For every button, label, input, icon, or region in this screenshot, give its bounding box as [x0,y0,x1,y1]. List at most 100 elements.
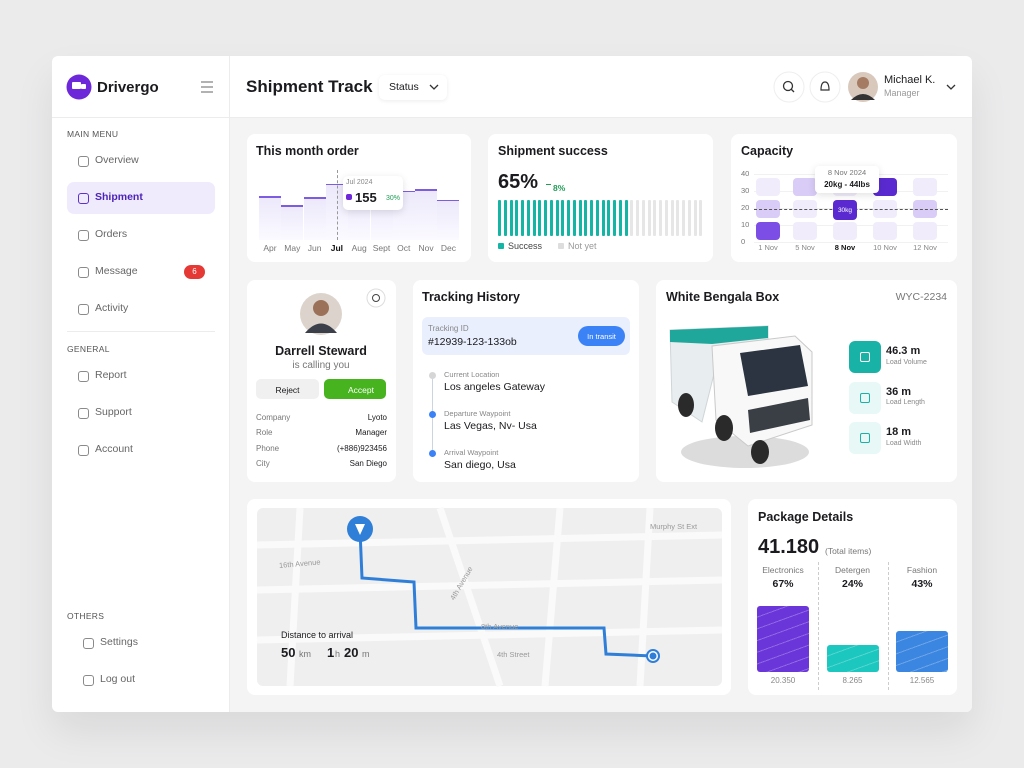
tooltip-change: 30% [386,194,401,202]
tooltip-date: 8 Nov 2024 [827,168,867,178]
tooltip-period: Jul 2024 [346,178,373,186]
y-tick-label: 0 [741,237,746,247]
month-label: Sept [372,242,391,253]
category-label: Fashion [906,564,938,575]
accept-button [324,379,386,399]
accept-label[interactable]: Accept [348,384,374,395]
heat-cell [873,178,897,196]
badge: 6 [192,267,197,277]
success-bar [607,200,611,236]
package-total: 41.180 [758,535,820,558]
menu-icon [78,304,89,315]
menu-item[interactable]: Support [95,406,132,419]
caller-status: is calling you [292,359,350,371]
heat-cell [793,222,817,240]
tooltip [343,176,403,210]
category-share: 24% [841,578,864,591]
count-label: 12.565 [909,676,935,686]
step-line [392,190,415,193]
card-title: Package Details [758,510,854,525]
success-bar [498,200,501,236]
step-place: Los angeles Gateway [444,381,545,394]
plate: WYC-2234 [895,291,947,304]
grid-line [754,242,948,243]
pending-bar [687,200,691,236]
column-divider [888,562,889,690]
timeline-dot [429,411,436,418]
heat-cell [913,178,937,196]
column-fill [437,200,460,240]
detail-label: Phone [256,443,280,453]
unit: km [299,649,311,660]
pending-bar [636,200,639,236]
section-title: OTHERS [67,610,105,621]
card-title: This month order [256,144,359,159]
month-label: Aug [351,242,367,253]
column-fill [281,205,304,240]
success-bar [538,200,542,236]
detail-label: Company [256,413,291,423]
badge-bg [833,200,857,220]
caller-name: Darrell Steward [275,344,367,359]
active-item-bg [67,182,215,214]
distance-minutes: 20 [344,644,359,660]
reject-label[interactable]: Reject [275,384,300,395]
step-line [259,196,281,198]
package-bar [757,606,809,672]
menu-item[interactable]: Orders [95,228,128,241]
menu-icon [78,408,89,419]
package-bar [826,645,879,672]
success-bar [544,200,547,236]
user-name: Michael K. [884,74,936,87]
step-line [303,197,326,199]
heat-cell [833,222,857,240]
month-label: Apr [263,242,277,253]
spec-label: Load Volume [886,358,927,366]
menu-icon [78,230,89,241]
menu-item[interactable]: Overview [95,154,139,167]
menu-item[interactable]: Activity [95,302,129,315]
detail-label: City [256,458,270,468]
highlight-line [336,170,338,240]
category-share: 67% [772,578,794,591]
pending-bar [676,200,680,236]
spec-glyph [860,392,870,403]
pending-bar [682,200,685,236]
menu-item[interactable]: Settings [100,636,138,649]
pending-bar [664,200,668,236]
menu-item[interactable]: Log out [100,673,136,686]
tracking-id-label: Tracking ID [428,324,469,334]
menu-item[interactable]: Report [95,369,127,382]
reject-button [256,379,319,399]
legend-label: Success [508,241,543,252]
menu-item[interactable]: Account [95,443,133,456]
street-label: 16th Avenue [278,557,321,571]
detail-value: (+886)923456 [336,443,387,453]
header-divider [52,117,972,118]
menu-item[interactable]: Shipment [95,191,143,204]
street-label: 4th Avenue [448,565,475,603]
legend-label: Not yet [568,241,597,252]
user-role: Manager [884,88,920,99]
menu-icon [83,675,94,686]
success-bar [624,200,628,236]
menu-item[interactable]: Message [95,265,138,278]
month-label: May [284,242,301,253]
package-bar [896,631,948,672]
column-fill [370,200,393,240]
success-bar [613,200,616,236]
success-change: 8% [553,182,566,193]
filter-label[interactable]: Status [389,81,419,94]
tooltip [815,166,879,193]
success-bar [590,200,593,236]
spec-label: Load Length [886,399,925,407]
heat-cell [756,178,780,196]
month-label: Nov [418,242,434,253]
month-label: Jun [307,242,322,253]
tooltip-value: 20kg - 44lbs [824,180,870,190]
status-pill-label: In transit [587,332,616,342]
step-line [437,199,460,202]
